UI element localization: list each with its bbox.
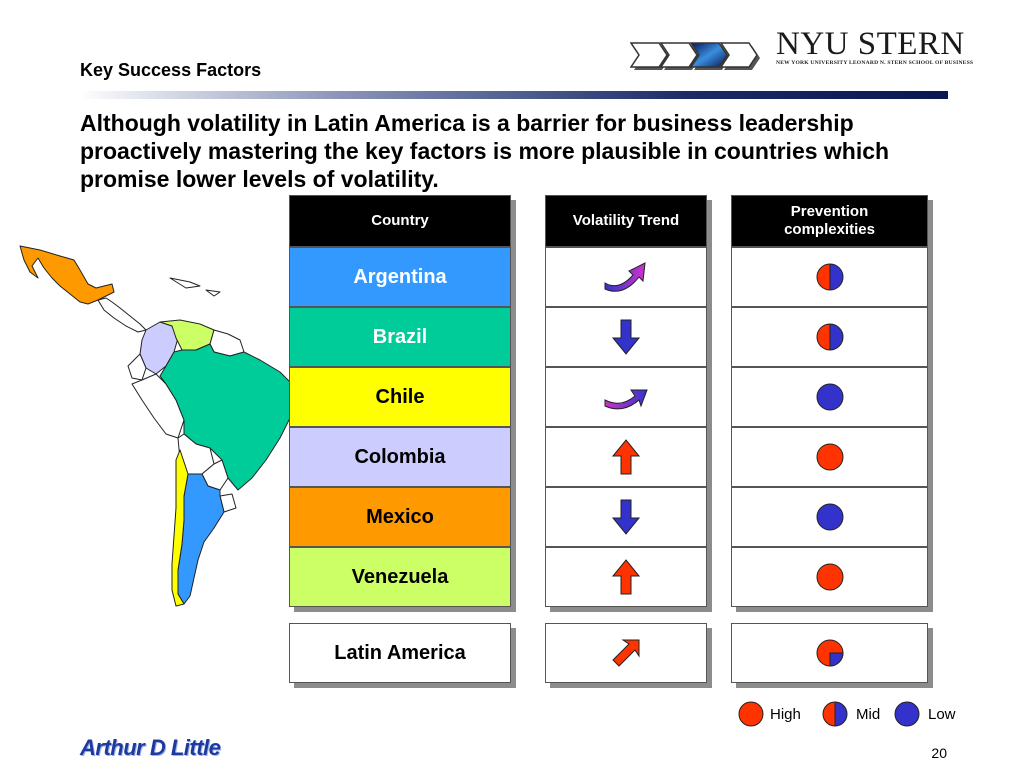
column-header-prevention-complexities: Prevention complexities [731,195,928,247]
country-cell-argentina: Argentina [289,247,511,307]
complexity-cell-brazil [731,307,928,367]
high-complexity-icon [816,563,843,591]
logo-main-text: NYU STERN [776,26,965,62]
low-complexity-icon [816,503,843,531]
column-header-country: Country [289,195,511,247]
trend-cell-colombia [545,427,707,487]
headline: Although volatility in Latin America is … [80,110,890,192]
chevron-3-active [689,42,730,70]
curved-up-arrow-icon [604,262,646,292]
arthur-d-little-logo: Arthur D Little [80,735,221,760]
nyu-stern-logo: NYU STERN NEW YORK UNIVERSITY LEONARD N.… [776,22,973,72]
legend-high-label: High [770,705,801,723]
country-cell-venezuela: Venezuela [289,547,511,607]
country-cell-chile: Chile [289,367,511,427]
down-arrow-icon [611,499,641,535]
map-chile [171,449,189,607]
high-complexity-icon [816,443,843,471]
map-central-america [97,297,147,333]
trend-cell-chile [545,367,707,427]
complexity-cell-chile [731,367,928,427]
legend-mid-label: Mid [856,705,881,723]
map-mexico [19,245,115,305]
chevron-1 [630,42,670,70]
complexity-cell-mexico [731,487,928,547]
column-header-volatility-trend: Volatility Trend [545,195,707,247]
legend-low-label: Low [928,705,956,723]
trend-cell-brazil [545,307,707,367]
mid-complexity-icon [816,323,843,351]
country-column: Argentina Brazil Chile Colombia Mexico V… [289,247,511,607]
trend-cell-venezuela [545,547,707,607]
down-arrow-icon [611,319,641,355]
trend-cell-argentina [545,247,707,307]
prevention-complexities-column [731,247,928,607]
legend: High Mid Low [738,700,956,728]
chevron-2 [659,42,700,70]
map-brazil [159,343,297,491]
legend-low-icon [894,701,920,727]
legend-mid-icon [822,701,848,727]
complexity-cell-colombia [731,427,928,487]
summary-complexity-cell [731,623,928,683]
low-complexity-icon [816,383,843,411]
country-cell-brazil: Brazil [289,307,511,367]
logo-sub-text: NEW YORK UNIVERSITY LEONARD N. STERN SCH… [776,60,974,66]
country-cell-mexico: Mexico [289,487,511,547]
chevron-4 [719,42,760,70]
up-arrow-icon [611,559,641,595]
summary-trend-cell [545,623,707,683]
curved-flat-arrow-icon [604,389,648,410]
volatility-trend-column [545,247,707,607]
country-cell-colombia: Colombia [289,427,511,487]
header-rule [78,91,948,99]
section-label: Key Success Factors [80,60,262,80]
up-arrow-icon [611,439,641,475]
summary-country-cell: Latin America [289,623,511,683]
complexity-cell-venezuela [731,547,928,607]
high-mostly-complexity-icon [816,639,844,667]
progress-chevrons [630,42,760,70]
trend-cell-mexico [545,487,707,547]
latin-america-map [19,245,297,607]
legend-high-icon [738,701,764,727]
complexity-cell-argentina [731,247,928,307]
mid-complexity-icon [816,263,843,291]
page-number: 20 [931,745,947,761]
diagonal-up-arrow-icon [612,639,640,667]
